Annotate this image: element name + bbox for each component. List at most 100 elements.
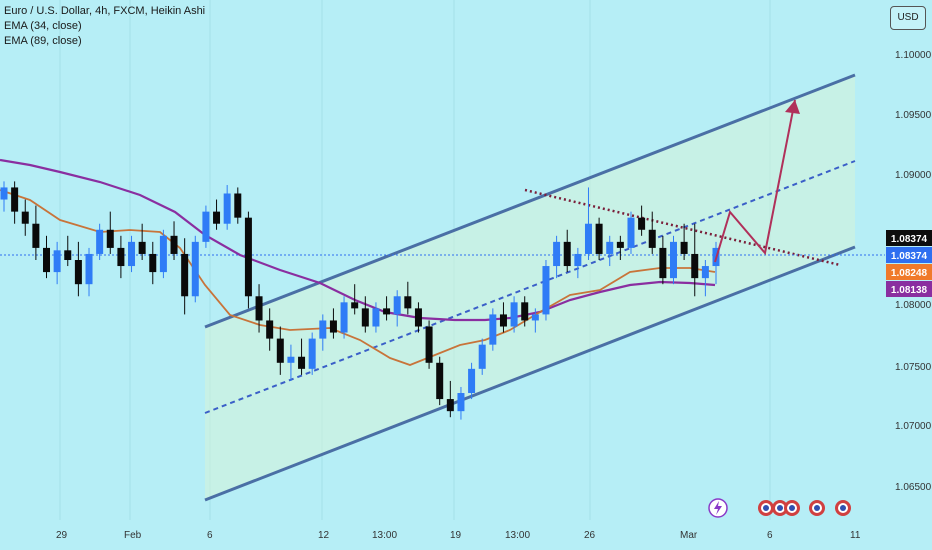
candle-body [542, 266, 550, 315]
candle-body [298, 356, 306, 369]
candle-body [11, 187, 19, 212]
candle-body [691, 253, 699, 279]
candle-body [595, 223, 603, 254]
candle-body [128, 241, 136, 267]
candle-body [329, 320, 337, 333]
candle-body [96, 229, 104, 254]
symbol-title[interactable]: Euro / U.S. Dollar, 4h, FXCM, Heikin Ash… [4, 5, 206, 17]
arrow-head-icon [785, 100, 800, 114]
channel-fill [205, 75, 855, 500]
candle-body [53, 250, 61, 273]
candle-body [627, 217, 635, 248]
xtick-label: 6 [207, 530, 213, 541]
candle-body [680, 241, 688, 254]
ytick-label: 1.09500 [895, 110, 932, 121]
candle-body [659, 247, 667, 279]
candle-body [489, 314, 497, 345]
candle-body [0, 187, 8, 200]
currency-button[interactable]: USD [890, 6, 926, 30]
candle-body [266, 320, 274, 339]
candle-body [584, 223, 592, 254]
candle-body [32, 223, 40, 248]
channel-lower-line[interactable] [204, 245, 856, 502]
candle-body [276, 338, 284, 363]
candle-body [616, 241, 624, 248]
candle-body [351, 302, 359, 309]
ema34-line [0, 189, 716, 366]
candle-body [117, 247, 125, 267]
channel-mid-line[interactable] [204, 160, 856, 414]
flag-icon [758, 500, 774, 516]
candle-body [340, 302, 348, 333]
candle-body [383, 308, 391, 315]
ytick-label: 1.10000 [895, 50, 932, 61]
candle-body [361, 308, 369, 327]
badge-ema34: 1.08248 [891, 268, 928, 279]
candle-body [446, 399, 454, 412]
xtick-label: 29 [56, 530, 68, 541]
x-axis[interactable]: 29 Feb 6 12 13:00 19 13:00 26 Mar 6 11 [56, 530, 861, 541]
candle-body [669, 241, 677, 279]
candle-body [393, 296, 401, 315]
candle-body [574, 253, 582, 267]
candle-body [213, 211, 221, 224]
candle-body [181, 253, 189, 297]
candle-body [191, 241, 199, 297]
xtick-label: 19 [450, 530, 462, 541]
xtick-label: 13:00 [505, 530, 530, 541]
candle-body [149, 253, 157, 273]
xtick-label: 6 [767, 530, 773, 541]
candle-body [638, 217, 646, 230]
candle-body [43, 247, 51, 273]
candle-body [64, 250, 72, 260]
candle-body [468, 368, 476, 394]
flag-icon [772, 500, 788, 516]
channel-upper-line[interactable] [204, 73, 856, 329]
candle-body [244, 217, 252, 297]
candle-body [202, 211, 210, 242]
badge-ema89: 1.08138 [891, 285, 928, 296]
chart-legend[interactable]: Euro / U.S. Dollar, 4h, FXCM, Heikin Ash… [4, 4, 205, 49]
candle-body [510, 302, 518, 327]
ema89-legend[interactable]: EMA (89, close) [4, 35, 82, 47]
flag-icon [784, 500, 800, 516]
candle-body [478, 344, 486, 369]
candle-body [606, 241, 614, 254]
ytick-label: 1.07000 [895, 421, 932, 432]
ema34-legend[interactable]: EMA (34, close) [4, 20, 82, 32]
flag-icon [835, 500, 851, 516]
candle-body [319, 320, 327, 339]
projection-arrow-path[interactable] [714, 99, 796, 263]
candle-body [553, 241, 561, 267]
events-row[interactable] [708, 498, 851, 518]
candle-body [170, 235, 178, 254]
badge-last-close: 1.08374 [891, 234, 928, 245]
candle-body [425, 326, 433, 363]
candle-body [499, 314, 507, 327]
badge-last-price: 1.08374 [891, 251, 928, 262]
xtick-label: 12 [318, 530, 330, 541]
candle-body [255, 296, 263, 321]
candle-body [21, 211, 29, 224]
candle-body [287, 356, 295, 363]
xtick-label: 11 [850, 530, 861, 541]
resistance-dotted-line[interactable] [524, 188, 841, 267]
candle-body [138, 241, 146, 254]
candle-body [372, 308, 380, 327]
xtick-label: 13:00 [372, 530, 397, 541]
ytick-label: 1.06500 [895, 482, 932, 493]
xtick-label: Feb [124, 530, 142, 541]
candle-series [0, 181, 720, 420]
y-axis[interactable]: 1.10000 1.09500 1.09000 1.08000 1.07500 … [895, 50, 932, 493]
candle-body [701, 266, 709, 279]
candle-body [234, 193, 242, 218]
candle-body [521, 302, 529, 321]
candle-body [106, 229, 114, 248]
candle-body [308, 338, 316, 369]
candle-body [563, 241, 571, 267]
candle-body [436, 362, 444, 400]
candle-body [531, 314, 539, 321]
candle-body [74, 260, 82, 285]
ytick-label: 1.08000 [895, 300, 932, 311]
